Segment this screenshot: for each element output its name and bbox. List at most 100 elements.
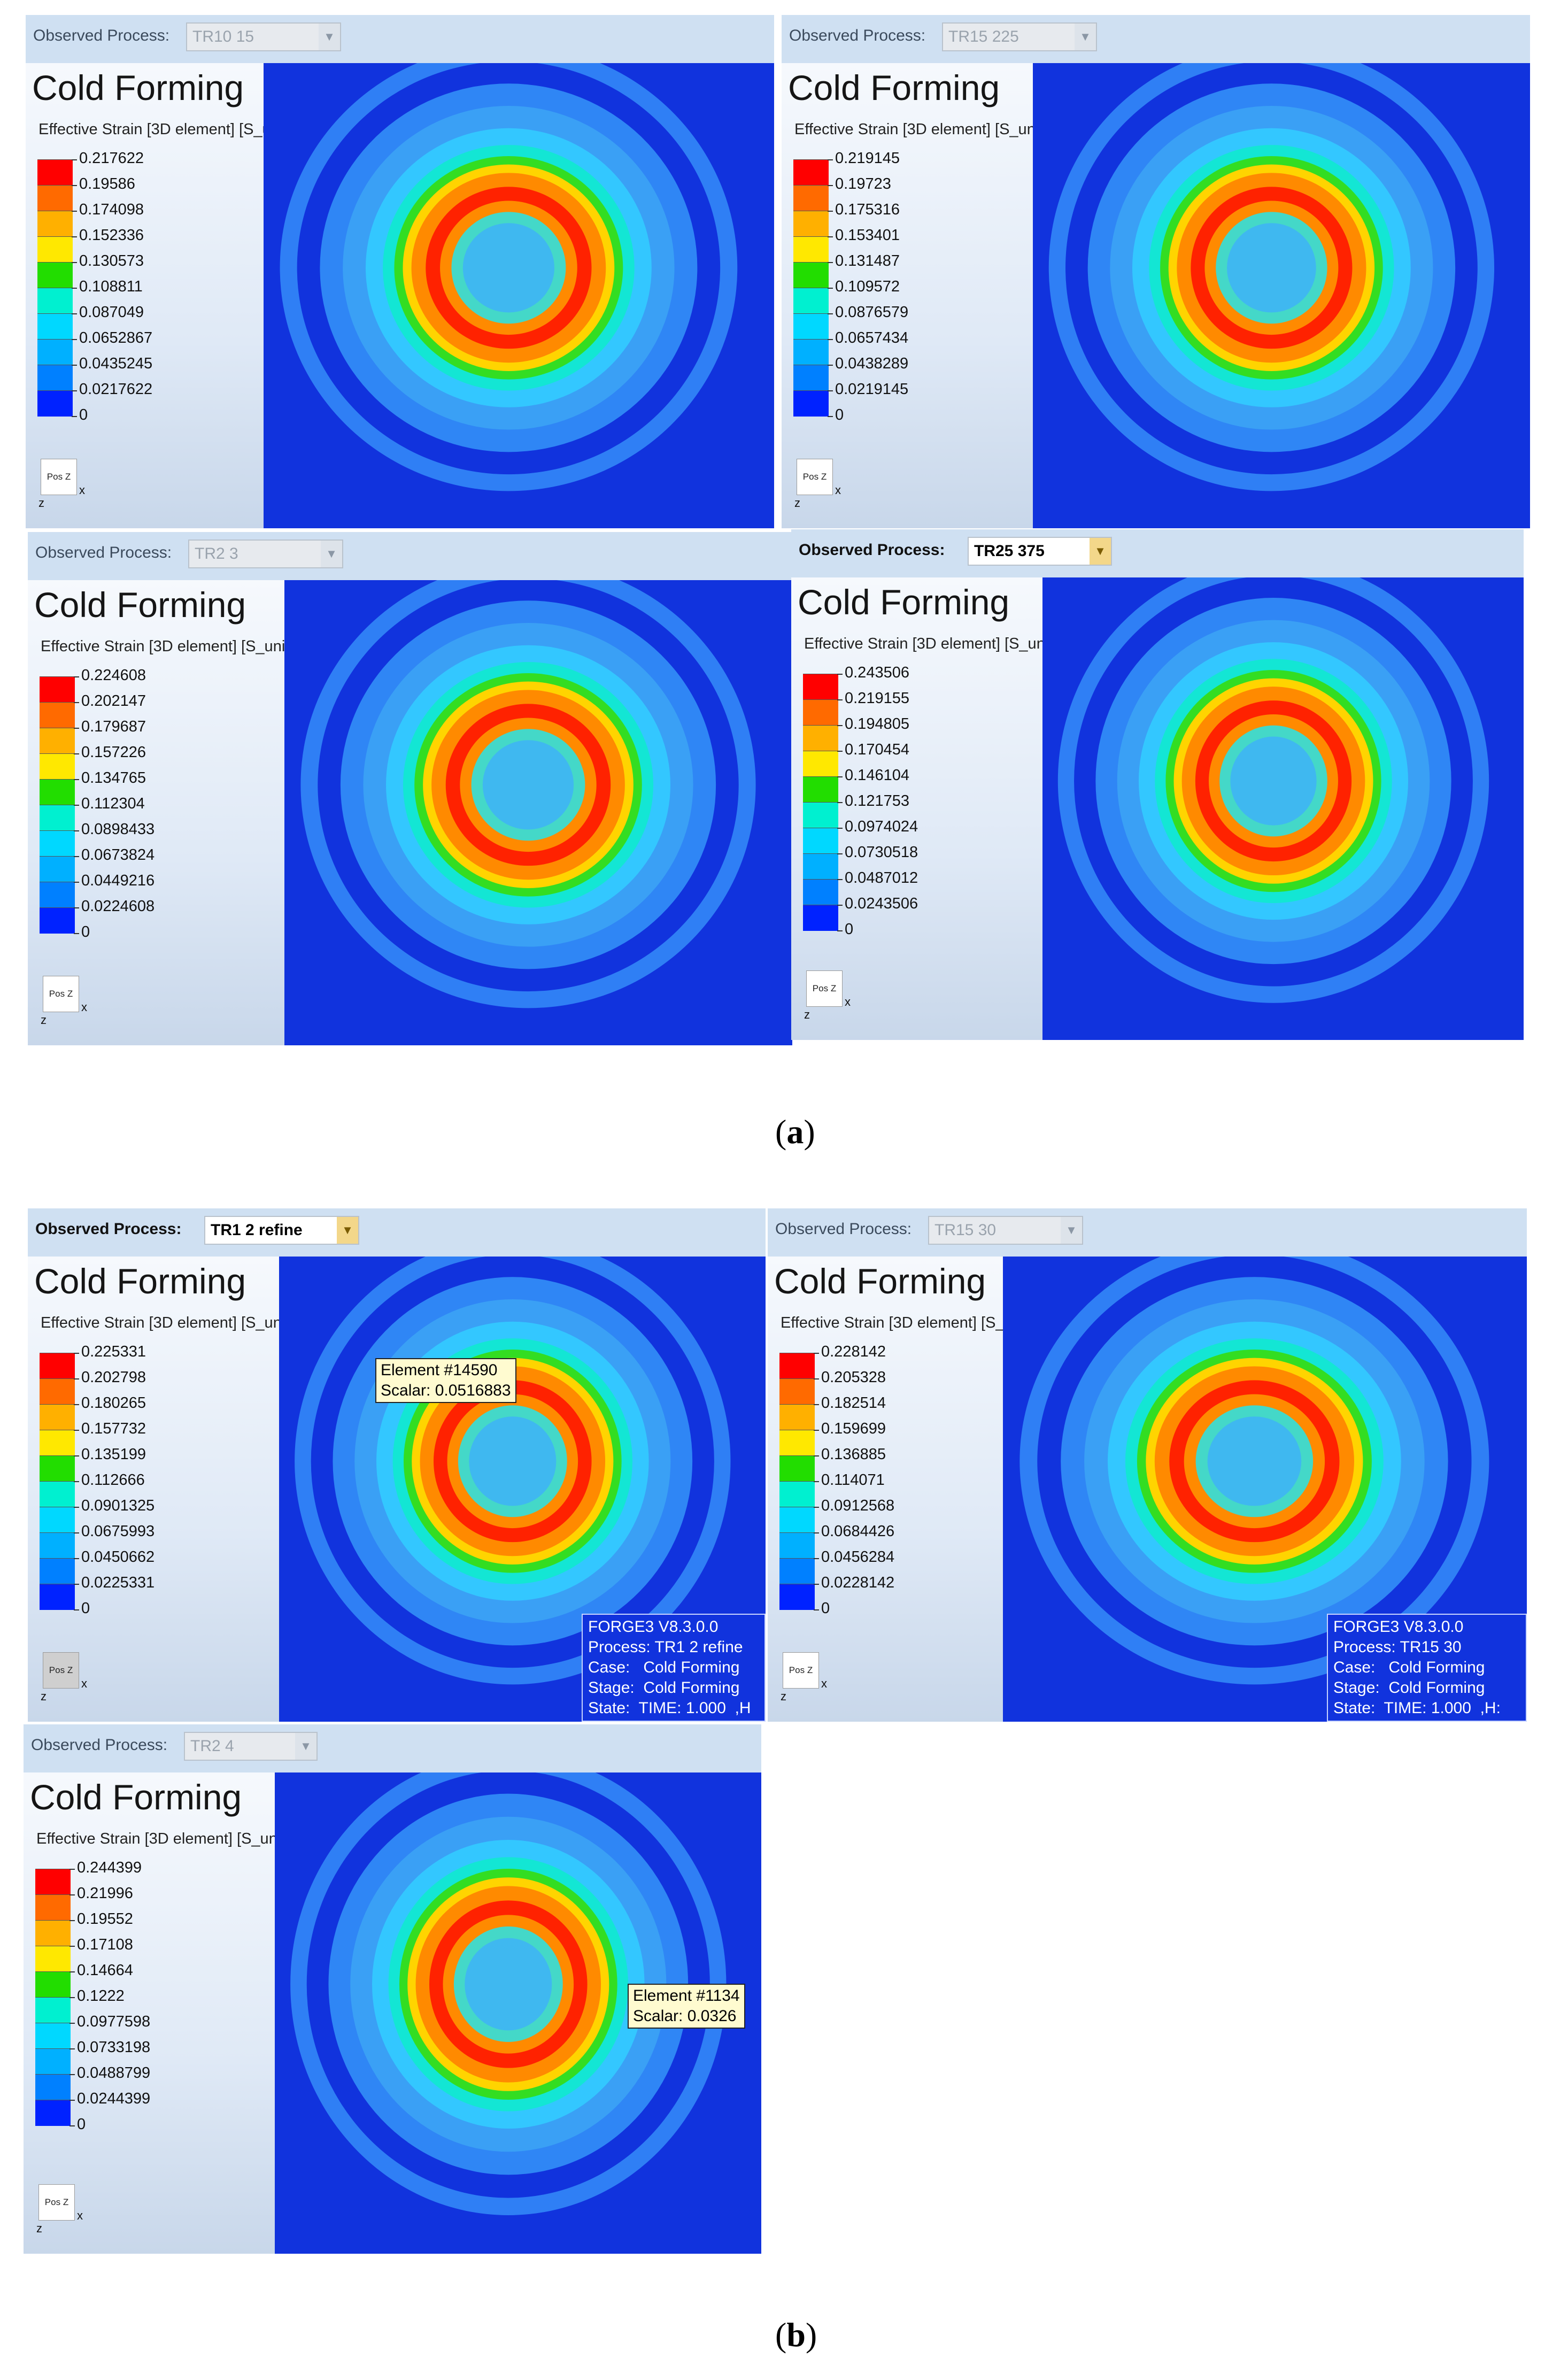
case-title: Cold Forming <box>32 68 244 107</box>
observed-process-value: TR2 4 <box>190 1737 234 1755</box>
legend-value: 0.219145 <box>835 150 900 167</box>
legend-value: 0.0977598 <box>77 2013 151 2030</box>
strain-viewport[interactable] <box>1042 577 1524 1040</box>
legend-value: 0.112304 <box>81 795 145 812</box>
view-orientation-icon[interactable]: Pos Z <box>806 970 843 1007</box>
legend-title: Effective Strain [3D element] [S_unit] <box>804 635 1057 652</box>
caption-b: (b) <box>775 2316 817 2354</box>
legend-value: 0 <box>81 923 90 941</box>
legend-value: 0.109572 <box>835 278 900 295</box>
contour-core <box>465 1938 552 2031</box>
view-orientation-icon[interactable]: Pos Z <box>38 2184 75 2221</box>
strain-viewport[interactable] <box>284 580 792 1045</box>
legend-value: 0.243506 <box>845 664 909 681</box>
strain-viewport[interactable]: FORGE3 V8.3.0.0 Process: TR15 30 Case: C… <box>1003 1257 1527 1722</box>
view-orientation-icon[interactable]: Pos Z <box>41 459 77 495</box>
legend-value: 0.0456284 <box>821 1548 895 1566</box>
observed-process-select[interactable]: TR25 375 ▼ <box>968 537 1112 566</box>
legend-value: 0.0435245 <box>79 355 153 372</box>
legend-value: 0.0217622 <box>79 381 153 398</box>
panel-tr2-3: Observed Process: TR2 3 ▼ Cold Forming E… <box>28 532 792 1045</box>
axis-label: Pos Z <box>44 2197 69 2207</box>
axis-z-label: z <box>781 1690 786 1703</box>
observed-process-select[interactable]: TR10 15 ▼ <box>186 22 341 51</box>
strain-contour <box>300 580 756 1008</box>
legend-sidebar: Cold Forming Effective Strain [3D elemen… <box>791 577 1057 1040</box>
axis-x-label: x <box>835 483 841 497</box>
legend-swatch <box>40 1481 75 1507</box>
chevron-down-icon[interactable]: ▼ <box>321 541 342 567</box>
strain-viewport[interactable] <box>1033 63 1530 528</box>
chevron-down-icon[interactable]: ▼ <box>337 1217 358 1244</box>
axis-z-label: z <box>41 1690 47 1703</box>
legend-value: 0.0974024 <box>845 818 918 835</box>
legend-tick <box>828 236 833 237</box>
legend-value: 0.0244399 <box>77 2090 151 2107</box>
observed-process-label: Observed Process: <box>33 27 170 44</box>
legend-swatch <box>37 313 73 340</box>
legend-tick <box>72 339 77 340</box>
legend-swatch <box>35 2100 71 2126</box>
chevron-down-icon[interactable]: ▼ <box>1075 24 1096 50</box>
observed-process-select[interactable]: TR15 30 ▼ <box>928 1216 1083 1245</box>
legend-tick <box>74 882 79 883</box>
observed-process-select[interactable]: TR1 2 refine ▼ <box>204 1216 359 1245</box>
legend-value: 0.19552 <box>77 1910 133 1928</box>
axis-label: Pos Z <box>802 472 827 482</box>
strain-viewport[interactable]: Element #1134 Scalar: 0.0326 <box>275 1772 761 2254</box>
strain-viewport[interactable]: Element #14590 Scalar: 0.0516883 FORGE3 V… <box>279 1257 766 1722</box>
view-orientation-icon[interactable]: Pos Z <box>797 459 833 495</box>
legend-tick <box>814 1430 819 1431</box>
legend-swatch <box>40 1430 75 1456</box>
view-orientation-icon[interactable]: Pos Z <box>43 976 79 1012</box>
legend-swatch <box>803 776 838 803</box>
contour-core <box>1227 223 1316 313</box>
observed-process-select[interactable]: TR2 4 ▼ <box>184 1732 318 1761</box>
chevron-down-icon[interactable]: ▼ <box>1090 538 1111 565</box>
legend-swatch <box>793 236 829 263</box>
legend-swatch <box>779 1481 815 1507</box>
observed-process-select[interactable]: TR15 225 ▼ <box>942 22 1097 51</box>
legend-tick <box>74 933 79 934</box>
legend-swatch <box>40 1558 75 1584</box>
legend-value: 0.136885 <box>821 1446 886 1463</box>
chevron-down-icon[interactable]: ▼ <box>295 1733 316 1760</box>
strain-viewport[interactable] <box>264 63 774 528</box>
legend-tick <box>74 676 79 677</box>
legend-value: 0.21996 <box>77 1885 133 1902</box>
legend-tick <box>74 1532 79 1533</box>
axis-label: Pos Z <box>789 1665 813 1675</box>
legend-value: 0.179687 <box>81 718 146 735</box>
legend-value: 0 <box>821 1600 830 1617</box>
legend-value: 0.0228142 <box>821 1574 895 1591</box>
legend-tick <box>74 1404 79 1405</box>
view-orientation-icon[interactable]: Pos Z <box>43 1652 79 1689</box>
axis-x-label: x <box>77 2209 83 2222</box>
legend-value: 0.0438289 <box>835 355 909 372</box>
case-title: Cold Forming <box>34 1261 246 1301</box>
legend-value: 0.146104 <box>845 767 909 784</box>
legend-tick <box>69 1946 75 1947</box>
legend-tick <box>814 1481 819 1482</box>
legend-value: 0.0912568 <box>821 1497 895 1514</box>
legend-value: 0.205328 <box>821 1369 886 1386</box>
legend-tick <box>74 907 79 908</box>
chevron-down-icon[interactable]: ▼ <box>1061 1217 1082 1244</box>
legend-sidebar: Cold Forming Effective Strain [3D elemen… <box>28 580 293 1045</box>
legend-value: 0.0675993 <box>81 1523 155 1540</box>
legend-swatch <box>40 1353 75 1379</box>
legend-swatch <box>37 390 73 417</box>
legend-tick <box>69 2074 75 2075</box>
observed-process-select[interactable]: TR2 3 ▼ <box>188 540 343 568</box>
legend-tick <box>72 211 77 212</box>
legend-swatch <box>37 365 73 391</box>
panel-tr25-375: Observed Process: TR25 375 ▼ Cold Formin… <box>791 529 1524 1040</box>
contour-core <box>462 223 554 313</box>
view-orientation-icon[interactable]: Pos Z <box>783 1652 819 1689</box>
legend-tick <box>837 930 843 931</box>
legend-value: 0.219155 <box>845 690 909 707</box>
legend-tick <box>828 185 833 186</box>
legend-tick <box>69 1920 75 1921</box>
chevron-down-icon[interactable]: ▼ <box>319 24 340 50</box>
contour-core <box>482 740 574 830</box>
